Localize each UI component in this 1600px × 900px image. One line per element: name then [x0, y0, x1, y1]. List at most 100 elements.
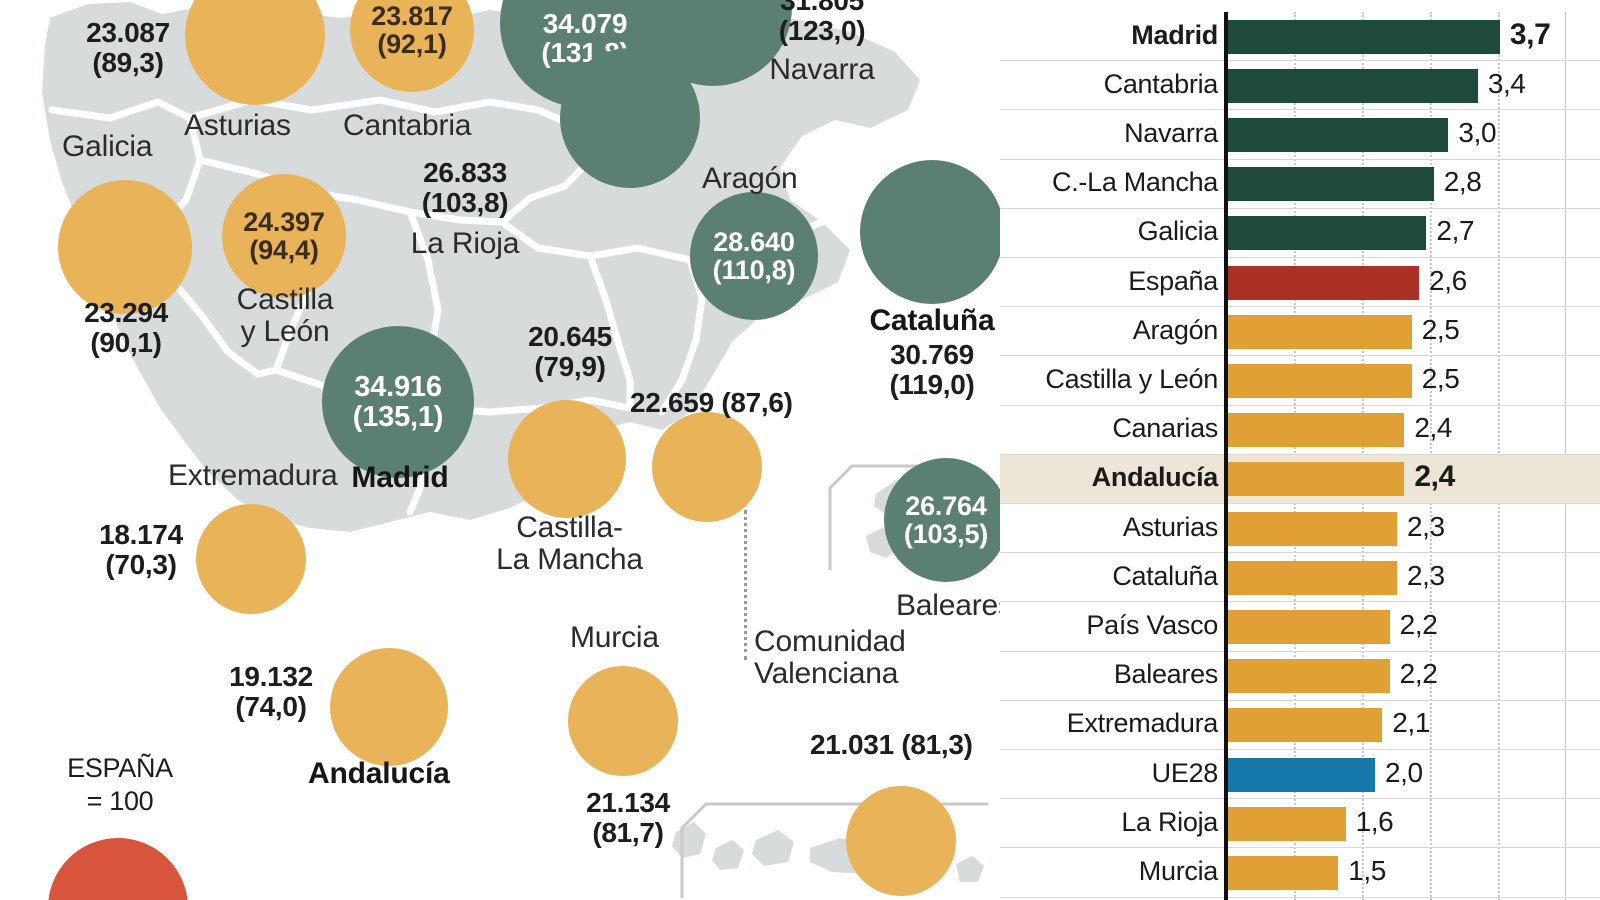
region-name-la-rioja: La Rioja	[410, 227, 520, 260]
espana-legend: ESPAÑA = 100	[58, 752, 182, 818]
chart-bar	[1228, 610, 1390, 644]
bubble-aragon: 28.640 (110,8)	[690, 192, 818, 320]
bubble-canarias	[846, 786, 956, 896]
chart-bar-value: 1,6	[1355, 805, 1394, 837]
extremadura-index: (70,3)	[105, 548, 177, 580]
chart-row-label: Andalucía	[1091, 462, 1219, 493]
chart-bar	[1228, 68, 1478, 103]
chart-bar-value: 2,8	[1443, 166, 1482, 198]
chart-bar-value: 2,5	[1421, 363, 1460, 394]
larioja-value: 26.833	[423, 157, 507, 188]
chart-bar-value: 2,5	[1421, 313, 1460, 345]
chart-bar-value: 2,4	[1414, 412, 1453, 444]
chart-row	[1000, 61, 1600, 111]
chart-row	[1000, 160, 1600, 209]
andalucia-value: 19.132	[229, 661, 313, 692]
bubble-baleares: 26.764 (103,5)	[884, 458, 1000, 582]
chart-row	[1000, 307, 1600, 357]
chart-bar-value: 2,4	[1414, 460, 1455, 494]
cantabria-value: 23.817	[371, 0, 453, 31]
espana-legend-title: ESPAÑA	[67, 753, 173, 783]
baleares-value: 26.764	[905, 490, 987, 521]
chart-row-label: UE28	[1151, 757, 1219, 788]
label-murcia-value: 21.134 (81,7)	[568, 788, 688, 847]
chart-row	[1000, 799, 1600, 849]
chart-bar-value: 2,2	[1399, 609, 1438, 640]
chart-row	[1000, 110, 1600, 160]
region-name-comunidad-valenciana: Comunidad Valenciana	[754, 625, 906, 691]
chart-row	[1000, 209, 1600, 258]
cantabria-index: (92,1)	[377, 29, 447, 59]
espana-legend-equals: = 100	[86, 785, 154, 816]
chart-bar-value: 3,4	[1487, 67, 1526, 99]
paisvasco-value: 34.079	[542, 7, 628, 39]
asturias-index: (89,3)	[92, 46, 164, 78]
label-clm-value: 20.645 (79,9)	[490, 322, 650, 381]
chart-bar-value: 2,3	[1407, 559, 1445, 591]
chart-bar-value: 1,5	[1348, 855, 1386, 886]
chart-bar	[1228, 560, 1397, 595]
region-name-madrid: Madrid	[351, 461, 449, 494]
region-name-navarra: Navarra	[769, 53, 875, 86]
chart-row	[1000, 848, 1600, 898]
region-name-murcia: Murcia	[570, 621, 659, 654]
navarra-value: 31.805	[780, 0, 864, 16]
baleares-index: (103,5)	[903, 519, 989, 549]
bubble-madrid: 34.916 (135,1)	[322, 326, 474, 478]
chart-row-label: País Vasco	[1086, 610, 1218, 640]
region-name-aragon: Aragón	[702, 162, 798, 195]
chart-row-label: Castilla y León	[1045, 364, 1218, 394]
region-name-extremadura: Extremadura	[168, 459, 338, 492]
chart-row-label: Navarra	[1124, 118, 1218, 148]
chart-bar-value: 2,1	[1392, 707, 1431, 739]
clm-index: (79,9)	[534, 350, 606, 382]
chart-row-label: La Rioja	[1121, 806, 1218, 837]
chart-bar	[1228, 364, 1412, 398]
region-name-castilla-y-leon: Castilla y León	[210, 283, 360, 349]
chart-bar	[1228, 167, 1434, 202]
chart-row-label: Extremadura	[1066, 708, 1219, 739]
andalucia-index: (74,0)	[235, 690, 307, 722]
murcia-value: 21.134	[586, 787, 670, 818]
bubble-extremadura	[196, 504, 306, 614]
region-name-castilla-la-mancha: Castilla- La Mancha	[482, 511, 657, 577]
chart-bar-value: 3,0	[1458, 117, 1497, 148]
cataluna-value: 30.769	[890, 339, 974, 370]
bubble-cataluna	[860, 160, 1000, 304]
chart-bar-value: 2,0	[1384, 756, 1423, 788]
chart-row	[1000, 406, 1600, 455]
chart-bar	[1228, 856, 1339, 890]
bubble-comunidad-valenciana	[652, 412, 762, 522]
map-panel: 23.294 (90,1) Galicia 23.087 (89,3) Astu…	[42, 0, 1000, 900]
chart-bar	[1228, 413, 1405, 448]
bubble-cantabria: 23.817 (92,1)	[350, 0, 474, 92]
chart-row	[1000, 750, 1600, 800]
galicia-index: (90,1)	[90, 326, 162, 358]
chart-bar	[1228, 659, 1390, 694]
chart-bar	[1228, 511, 1397, 546]
murcia-index: (81,7)	[592, 816, 664, 848]
chart-bar-value: 3,7	[1509, 17, 1551, 51]
label-cataluna-value: 30.769 (119,0)	[852, 340, 1000, 399]
bubble-espana: 25.854	[48, 838, 188, 900]
cataluna-index: (119,0)	[889, 368, 975, 400]
chart-bar-value: 2,6	[1429, 264, 1467, 296]
chart-row-label: Galicia	[1137, 216, 1219, 247]
navarra-index: (123,0)	[778, 14, 866, 46]
baleares-inset-bracket	[828, 462, 948, 577]
label-asturias-value: 23.087 (89,3)	[58, 18, 198, 77]
chart-row-label: Canarias	[1112, 413, 1218, 444]
clm-name-line2: La Mancha	[496, 543, 643, 577]
chart-row	[1000, 258, 1600, 308]
chart-row-label: Baleares	[1113, 659, 1218, 690]
chart-bar-value: 2,3	[1407, 510, 1445, 542]
bubble-castilla-y-leon: 24.397 (94,4)	[222, 174, 346, 298]
region-name-galicia: Galicia	[62, 130, 153, 163]
chart-row-label: Murcia	[1138, 856, 1219, 886]
label-galicia-value: 23.294 (90,1)	[56, 298, 196, 357]
chart-row	[1000, 356, 1600, 406]
cval-name-line2: Valenciana	[754, 657, 899, 691]
cyl-name-line1: Castilla	[236, 283, 334, 316]
canarias-inset-bracket	[680, 800, 990, 900]
